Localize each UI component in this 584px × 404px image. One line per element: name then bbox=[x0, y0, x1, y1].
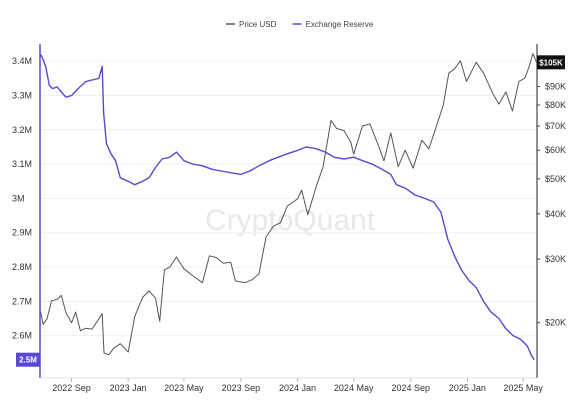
left-tick-label-8: 2.6M bbox=[12, 331, 32, 341]
left-tick-label-6: 2.8M bbox=[12, 262, 32, 272]
x-tick-label-3: 2023 Sep bbox=[222, 383, 261, 393]
legend: Price USD Exchange Reserve bbox=[226, 20, 374, 29]
left-axis-ticks: 3.4M 3.3M 3.2M 3.1M 3M 2.9M 2.8M 2.7M 2.6M bbox=[12, 56, 32, 341]
right-tick-label-3: $60K bbox=[545, 145, 566, 155]
x-tick-label-2: 2023 May bbox=[164, 383, 204, 393]
left-tick-label-1: 3.3M bbox=[12, 90, 32, 100]
right-tick-label-7: $20K bbox=[545, 318, 566, 328]
right-tick-label-5: $40K bbox=[545, 209, 566, 219]
right-tick-label-6: $30K bbox=[545, 254, 566, 264]
x-axis-ticks: 2022 Sep 2023 Jan 2023 May 2023 Sep 2024 Jan… bbox=[52, 378, 543, 393]
left-tick-label-2: 3.2M bbox=[12, 125, 32, 135]
x-tick-label-1: 2023 Jan bbox=[110, 383, 147, 393]
left-current-badge-label: 2.5M bbox=[19, 356, 37, 365]
x-tick-label-5: 2024 May bbox=[334, 383, 374, 393]
legend-label-1: Exchange Reserve bbox=[306, 20, 374, 29]
x-tick-label-0: 2022 Sep bbox=[52, 383, 91, 393]
left-tick-label-4: 3M bbox=[12, 193, 25, 203]
right-tick-label-2: $70K bbox=[545, 121, 566, 131]
right-current-badge-label: $105K bbox=[539, 58, 563, 67]
legend-label-0: Price USD bbox=[239, 20, 277, 29]
left-tick-label-7: 2.7M bbox=[12, 296, 32, 306]
left-tick-label-5: 2.9M bbox=[12, 228, 32, 238]
left-tick-label-0: 3.4M bbox=[12, 56, 32, 66]
badges: 2.5M $105K bbox=[16, 55, 565, 367]
series-line-1 bbox=[40, 53, 537, 356]
right-tick-label-0: $90K bbox=[545, 82, 566, 92]
left-tick-label-3: 3.1M bbox=[12, 159, 32, 169]
right-tick-label-4: $50K bbox=[545, 174, 566, 184]
right-axis-ticks: $90K $80K $70K $60K $50K $40K $30K $20K bbox=[537, 82, 566, 328]
series-layer bbox=[39, 53, 537, 361]
x-tick-label-7: 2025 Jan bbox=[449, 383, 486, 393]
x-tick-label-6: 2024 Sep bbox=[392, 383, 431, 393]
right-current-badge bbox=[537, 55, 565, 70]
x-tick-label-8: 2025 May bbox=[503, 383, 543, 393]
left-current-badge bbox=[16, 352, 40, 367]
grid bbox=[40, 60, 537, 337]
series-line-0 bbox=[39, 53, 535, 361]
x-tick-label-4: 2024 Jan bbox=[279, 383, 316, 393]
watermark-text: CryptoQuant bbox=[205, 204, 376, 237]
right-tick-label-1: $80K bbox=[545, 100, 566, 110]
